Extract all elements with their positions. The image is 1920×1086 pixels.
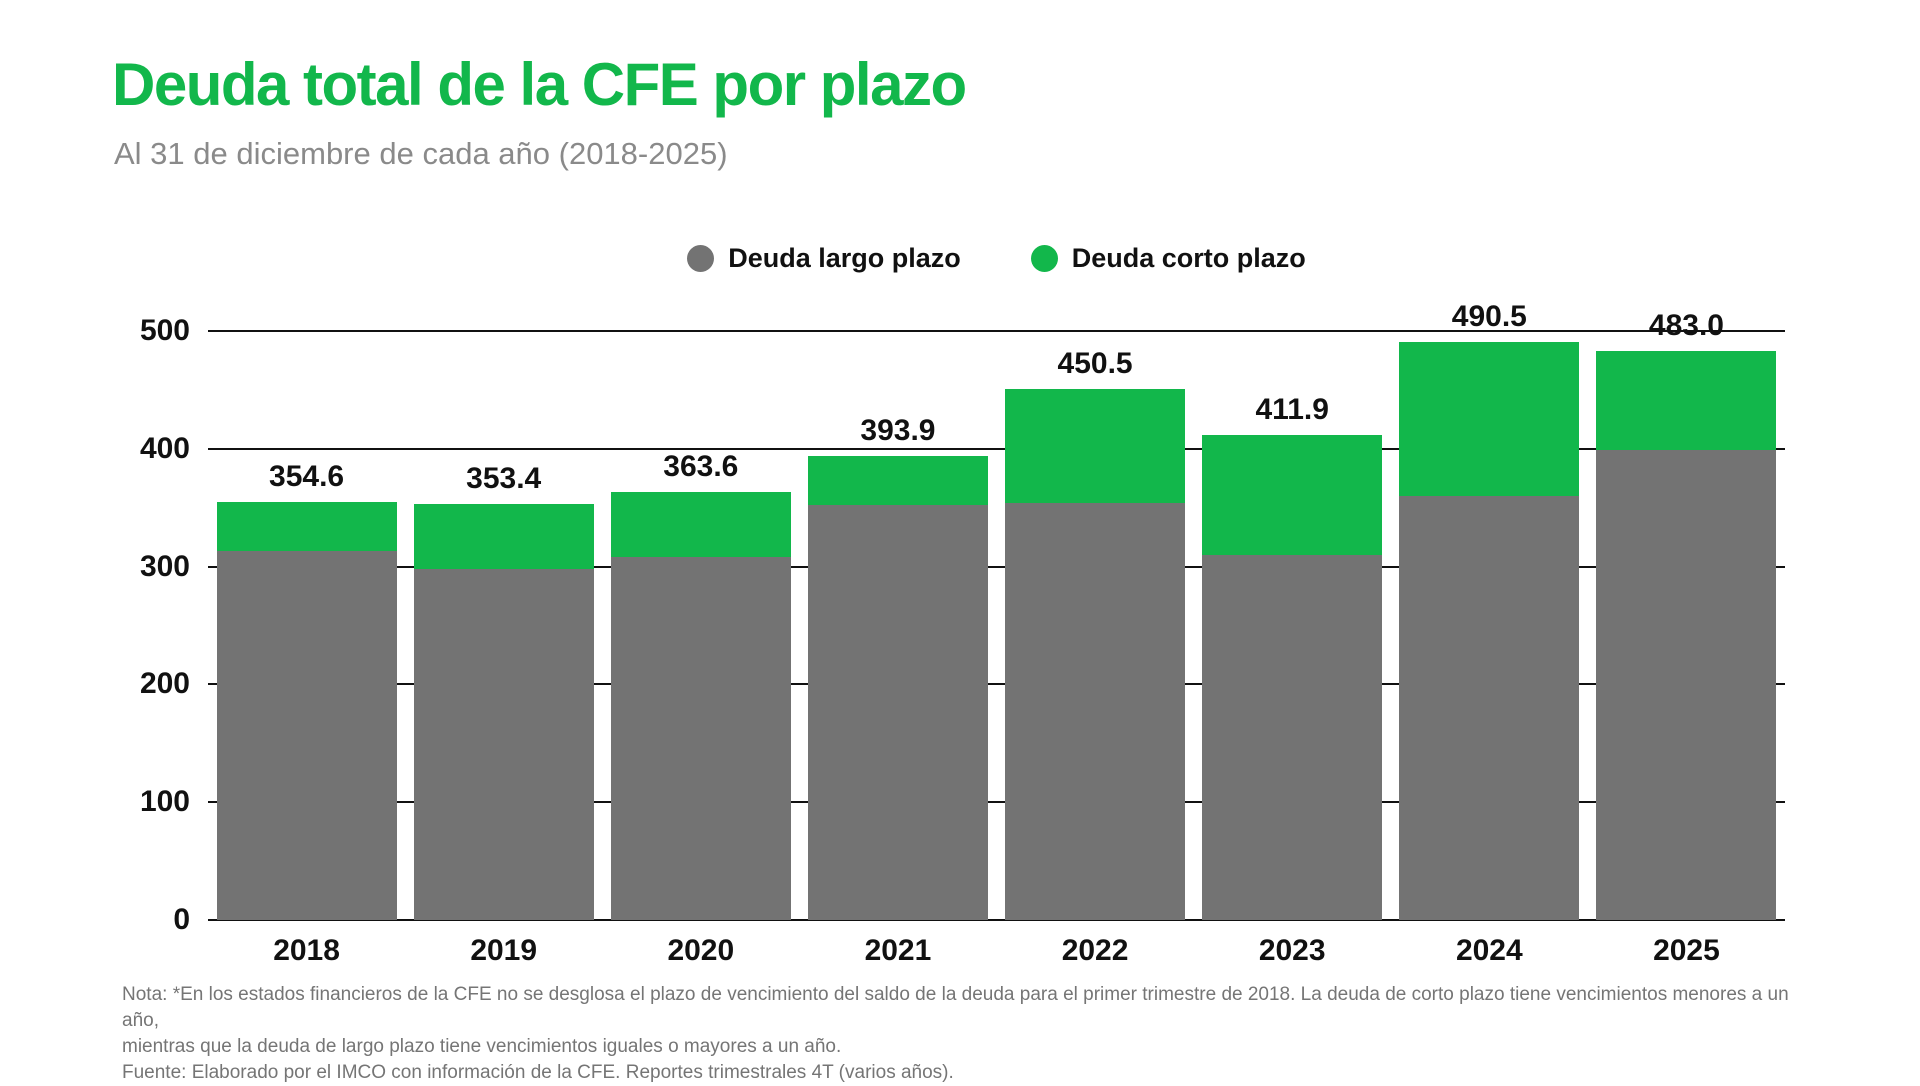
bar-total-label-2021: 393.9 <box>860 414 936 447</box>
bar-slot-2019: 353.4 2019 <box>405 331 602 967</box>
x-tick-label-2022: 2022 <box>1061 934 1129 967</box>
bar-2025-largo-plazo <box>1596 449 1777 920</box>
bar-slot-2025: 483.0 2025 <box>1588 309 1785 967</box>
bar-total-label-2024: 490.5 <box>1451 300 1527 334</box>
bar-slot-2022: 450.5 2022 <box>997 331 1194 967</box>
bar-slot-2021: 393.9 2021 <box>799 331 996 967</box>
bar-total-label-2022: 450.5 <box>1057 347 1133 381</box>
bar-2020-largo-plazo <box>610 557 791 920</box>
legend-label: Deuda corto plazo <box>1071 243 1306 273</box>
bar-2025 <box>1596 351 1777 920</box>
legend-item-corto-plazo: Deuda corto plazo <box>1030 243 1306 274</box>
bar-2024-corto-plazo <box>1399 342 1580 496</box>
x-tick-label-2019: 2019 <box>470 934 538 967</box>
footnote-line-2: mientras que la deuda de largo plazo tie… <box>122 1036 842 1057</box>
x-tick-label-2018: 2018 <box>273 934 340 967</box>
bar-2019 <box>413 503 594 920</box>
bar-total-label-2018: 354.6 <box>269 460 345 494</box>
gridline-200 <box>208 683 1785 686</box>
bar-2021-corto-plazo <box>807 456 988 505</box>
bar-2021 <box>807 456 988 920</box>
bar-2019-largo-plazo <box>413 568 594 920</box>
x-tick-label-2020: 2020 <box>667 934 735 967</box>
bar-2018-corto-plazo <box>216 502 397 552</box>
chart-legend: Deuda largo plazo Deuda corto plazo <box>208 243 1785 274</box>
bar-2020-corto-plazo <box>610 491 791 558</box>
y-axis-labels: 0 100 200 300 400 500 <box>60 316 190 935</box>
x-tick-label-2024: 2024 <box>1455 934 1523 967</box>
gridline-300 <box>208 565 1785 568</box>
bar-2020 <box>610 491 791 920</box>
y-tick-label-100: 100 <box>139 785 190 819</box>
bar-2018 <box>216 502 397 920</box>
green-dot-icon <box>1030 245 1058 272</box>
bar-2019-corto-plazo <box>413 503 594 569</box>
bar-2018-largo-plazo <box>216 551 397 920</box>
bar-slot-2023: 411.9 2023 <box>1194 331 1391 967</box>
y-tick-label-400: 400 <box>139 431 190 465</box>
source-note: Fuente: Elaborado por el IMCO con inform… <box>122 1062 954 1083</box>
y-tick-label-200: 200 <box>139 667 190 701</box>
gridline-400 <box>208 447 1785 450</box>
bar-2024 <box>1399 342 1580 920</box>
bar-slot-2024: 490.5 2024 <box>1391 300 1588 967</box>
x-tick-label-2023: 2023 <box>1258 934 1326 967</box>
bar-2023-corto-plazo <box>1202 434 1383 555</box>
legend-item-largo-plazo: Deuda largo plazo <box>687 243 961 274</box>
footnote-line-1: Nota: *En los estados financieros de la … <box>122 984 1789 1031</box>
bar-2023 <box>1202 434 1383 920</box>
bar-total-label-2023: 411.9 <box>1255 392 1329 426</box>
gray-dot-icon <box>687 245 715 272</box>
bar-2024-largo-plazo <box>1399 495 1580 920</box>
plot-area: 354.6 2018 353.4 2019 363.6 2020 393.9 2021 450.… <box>208 300 1785 967</box>
gridline-100 <box>208 801 1785 804</box>
bar-2022-corto-plazo <box>1005 389 1186 503</box>
bar-total-label-2020: 363.6 <box>663 449 739 483</box>
bar-slot-2018: 354.6 2018 <box>208 331 405 967</box>
y-tick-label-300: 300 <box>139 549 190 583</box>
bar-slot-2020: 363.6 2020 <box>602 331 799 967</box>
bar-2025-corto-plazo <box>1596 351 1777 450</box>
bar-2023-largo-plazo <box>1202 554 1383 920</box>
x-tick-label-2021: 2021 <box>864 934 932 967</box>
legend-label: Deuda largo plazo <box>728 243 961 273</box>
chart-subtitle: Al 31 de diciembre de cada año (2018-202… <box>114 136 728 171</box>
y-tick-label-0: 0 <box>173 903 190 936</box>
bar-total-label-2019: 353.4 <box>466 461 542 495</box>
y-tick-label-500: 500 <box>139 314 190 347</box>
bar-2022 <box>1005 389 1186 920</box>
gridline-0 <box>208 919 1785 921</box>
bar-total-label-2025: 483.0 <box>1648 309 1724 343</box>
chart-title: Deuda total de la CFE por plazo <box>112 51 967 118</box>
footer-notes: Nota: *En los estados financieros de la … <box>122 982 1822 1086</box>
gridline-500 <box>208 330 1785 332</box>
bar-2021-largo-plazo <box>807 504 988 920</box>
bar-2022-largo-plazo <box>1005 502 1186 920</box>
x-tick-label-2025: 2025 <box>1653 934 1720 967</box>
